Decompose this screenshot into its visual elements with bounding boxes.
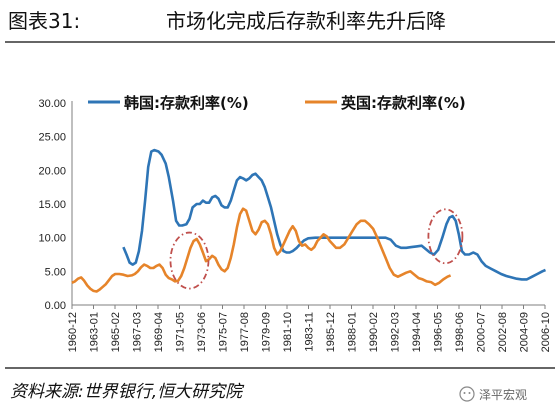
x-tick-label: 1975-07: [218, 312, 230, 352]
figure-label: 图表31:: [8, 9, 80, 33]
highlight-ellipse-uk: [169, 231, 210, 290]
x-tick-label: 2000-07: [476, 312, 488, 352]
x-tick-label: 1965-02: [110, 312, 122, 352]
legend: 韩国:存款利率(%) 英国:存款利率(%): [88, 94, 466, 112]
x-tick-label: 1971-05: [175, 312, 187, 352]
y-tick-label: 20.00: [38, 165, 66, 177]
x-tick-label: 1998-06: [454, 312, 466, 352]
watermark-text: 泽平宏观: [479, 387, 527, 402]
x-tick-label: 1963-01: [89, 312, 101, 352]
x-tick-label: 1988-01: [347, 312, 359, 352]
legend-label-korea: 韩国:存款利率(%): [124, 94, 249, 112]
y-tick-label: 10.00: [38, 233, 66, 245]
x-tick-label: 1969-04: [153, 312, 165, 352]
x-tick-label: 1960-12: [67, 312, 79, 352]
y-tick-label: 15.00: [38, 199, 66, 211]
series-line-korea: [122, 148, 547, 281]
x-tick-label: 1996-05: [433, 312, 445, 352]
legend-label-uk: 英国:存款利率(%): [341, 94, 466, 112]
chart-title: 市场化完成后存款利率先升后降: [166, 9, 446, 33]
x-tick-label: 2006-10: [540, 312, 552, 352]
x-axis: 1960-12 1963-01 1965-02 1967-03 1969-04 1971-…: [67, 304, 552, 352]
x-tick-label: 1977-08: [239, 312, 251, 352]
x-tick-label: 1973-06: [196, 312, 208, 352]
y-tick-label: 25.00: [38, 132, 66, 144]
y-tick-label: 0.00: [45, 300, 66, 312]
x-tick-label: 2002-08: [497, 312, 509, 352]
highlight-ellipse-korea: [427, 208, 464, 265]
x-tick-label: 1985-12: [325, 312, 337, 352]
y-tick-label: 5.00: [45, 266, 66, 278]
x-tick-label: 1983-11: [304, 312, 316, 352]
series-line-uk: [71, 207, 452, 293]
x-tick-label: 1992-03: [390, 312, 402, 352]
x-tick-label: 1990-02: [368, 312, 380, 352]
x-tick-label: 2004-09: [519, 312, 531, 352]
annotation-layer: [169, 208, 464, 290]
x-tick-label: 1994-04: [411, 312, 423, 352]
series-layer: [71, 148, 547, 293]
x-tick-label: 1981-10: [282, 312, 294, 352]
watermark: 泽平宏观: [459, 386, 527, 402]
y-tick-label: 30.00: [38, 98, 66, 110]
x-tick-label: 1967-03: [132, 312, 144, 352]
wechat-icon: [459, 386, 475, 402]
y-axis: 0.00 5.00 10.00 15.00 20.00 25.00 30.00: [38, 98, 73, 312]
source-note: 资料来源:世界银行,恒大研究院: [10, 382, 245, 402]
x-tick-label: 1979-09: [261, 312, 273, 352]
